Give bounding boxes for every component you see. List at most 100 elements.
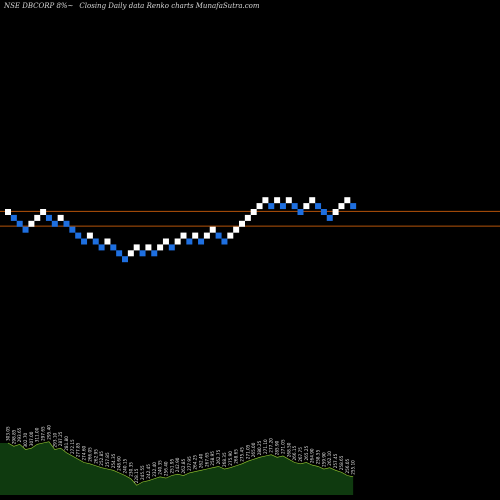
renko-brick-45 [262, 197, 269, 204]
brick-price-label-8: 295.40 [46, 425, 51, 440]
renko-brick-20 [116, 250, 123, 257]
brick-price-label-2: 298.85 [11, 429, 16, 444]
renko-brick-57 [332, 209, 339, 215]
renko-brick-17 [98, 244, 105, 251]
brick-price-label-4: 302.70 [23, 433, 28, 448]
brick-price-label-6: 311.00 [35, 427, 40, 442]
renko-brick-1 [5, 209, 11, 215]
renko-brick-56 [326, 214, 333, 221]
volume-area [0, 441, 354, 495]
brick-price-label-44: 280.25 [257, 440, 262, 455]
renko-brick-13 [75, 232, 82, 239]
renko-brick-50 [291, 203, 298, 210]
renko-brick-15 [86, 232, 93, 239]
renko-brick-5 [28, 220, 35, 227]
renko-brick-7 [40, 209, 47, 215]
volume-outline [7, 441, 354, 486]
brick-price-label-16: 262.95 [93, 449, 98, 464]
brick-price-label-45: 271.10 [263, 439, 268, 454]
brick-price-label-14: 274.60 [82, 446, 87, 461]
brick-price-label-31: 262.85 [181, 459, 186, 474]
brick-price-label-3: 293.65 [17, 427, 22, 442]
brick-price-label-25: 242.45 [146, 464, 151, 479]
brick-price-label-11: 281.80 [64, 436, 69, 451]
brick-price-label-60: 255.10 [351, 460, 356, 475]
brick-price-label-38: 268.35 [222, 452, 227, 467]
renko-brick-11 [63, 220, 70, 227]
renko-brick-33 [192, 232, 199, 239]
brick-price-label-35: 267.65 [204, 452, 209, 467]
brick-price-label-59: 256.05 [345, 459, 350, 474]
renko-brick-46 [268, 203, 275, 210]
brick-price-label-47: 285.90 [275, 440, 280, 455]
renko-brick-8 [45, 214, 52, 221]
brick-price-label-19: 254.35 [111, 453, 116, 468]
renko-brick-36 [209, 226, 216, 233]
renko-brick-34 [198, 238, 205, 245]
renko-brick-26 [151, 250, 158, 257]
renko-brick-23 [133, 244, 140, 251]
brick-price-label-52: 265.25 [304, 446, 309, 461]
renko-brick-22 [127, 250, 134, 257]
renko-brick-48 [279, 203, 286, 210]
brick-price-label-42: 271.05 [245, 444, 250, 459]
chart-description: Closing Daily data Renko charts MunafaSu… [79, 2, 260, 10]
renko-brick-44 [256, 203, 263, 210]
brick-price-label-17: 252.85 [99, 451, 104, 466]
brick-price-label-9: 293.10 [52, 433, 57, 448]
brick-price-label-1: 303.05 [6, 426, 11, 441]
brick-price-label-10: 287.25 [58, 431, 63, 446]
brick-price-label-12: 272.15 [70, 439, 75, 454]
brick-price-label-29: 251.95 [169, 459, 174, 474]
renko-brick-27 [157, 244, 164, 251]
renko-brick-37 [215, 232, 222, 239]
renko-brick-54 [315, 203, 322, 210]
renko-brick-59 [344, 197, 351, 204]
renko-brick-28 [162, 238, 169, 245]
brick-price-label-27: 240.35 [158, 460, 163, 475]
renko-brick-35 [203, 232, 210, 239]
brick-price-label-51: 267.75 [298, 447, 303, 462]
brick-price-label-36: 258.95 [210, 451, 215, 466]
brick-price-label-55: 259.90 [321, 452, 326, 467]
renko-brick-18 [104, 238, 111, 245]
renko-brick-58 [338, 203, 345, 210]
renko-brick-38 [221, 238, 228, 245]
renko-brick-16 [92, 238, 99, 245]
symbol-label: NSE DBCORP 8%~ [4, 2, 74, 10]
renko-brick-40 [233, 226, 240, 233]
renko-brick-12 [69, 226, 76, 233]
renko-brick-29 [168, 244, 175, 251]
brick-price-label-34: 262.40 [199, 453, 204, 468]
renko-brick-43 [250, 209, 257, 215]
renko-brick-2 [10, 214, 17, 221]
renko-brick-19 [110, 244, 117, 251]
brick-price-label-54: 258.55 [316, 449, 321, 464]
renko-brick-47 [274, 197, 281, 204]
renko-brick-39 [227, 232, 234, 239]
brick-price-label-56: 262.10 [327, 451, 332, 466]
brick-price-label-53: 264.90 [310, 448, 315, 463]
brick-price-label-21: 240.15 [123, 459, 128, 474]
brick-price-label-13: 277.85 [76, 442, 81, 457]
brick-price-label-7: 297.65 [41, 426, 46, 441]
renko-brick-25 [145, 244, 152, 251]
brick-price-label-23: 228.15 [134, 468, 139, 483]
brick-price-label-40: 268.65 [234, 449, 239, 464]
brick-price-label-20: 248.60 [117, 456, 122, 471]
renko-brick-4 [22, 226, 29, 233]
renko-brick-49 [285, 197, 292, 204]
chart-header: NSE DBCORP 8%~ Closing Daily data Renko c… [4, 2, 266, 10]
renko-brick-24 [139, 250, 146, 257]
brick-price-label-26: 232.40 [152, 462, 157, 477]
renko-brick-3 [16, 220, 23, 227]
renko-brick-55 [320, 209, 327, 215]
brick-price-label-41: 275.45 [240, 447, 245, 462]
brick-price-label-24: 245.55 [140, 465, 145, 480]
renko-brick-42 [244, 214, 251, 221]
renko-brick-10 [57, 214, 64, 221]
renko-brick-52 [303, 203, 310, 210]
renko-brick-53 [309, 197, 316, 204]
brick-price-label-32: 277.95 [187, 456, 192, 471]
